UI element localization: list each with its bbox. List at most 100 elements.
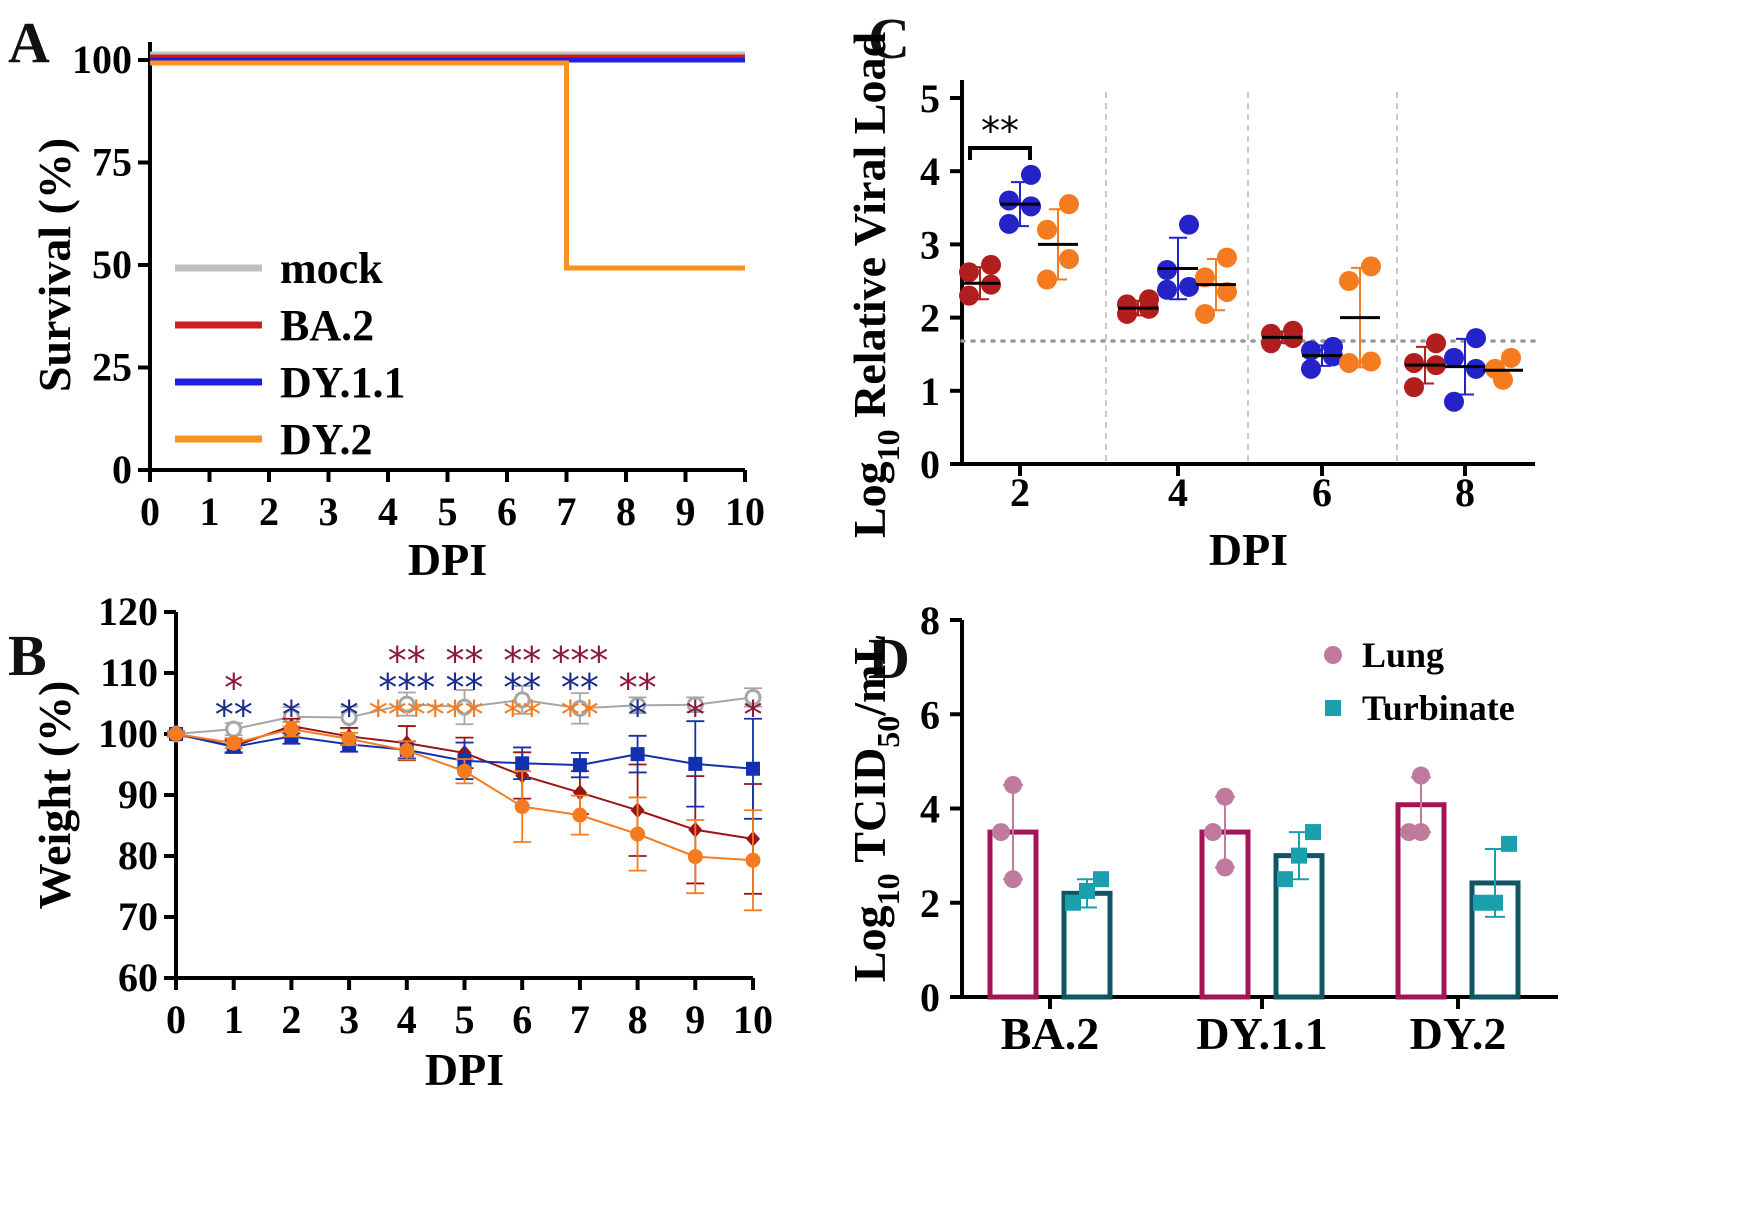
data-point (1179, 276, 1199, 297)
x-tick-label: 6 (497, 489, 517, 534)
legend-marker-lung (1324, 646, 1342, 664)
x-tick-label: 9 (676, 489, 696, 534)
panel-label-d: D (868, 626, 910, 691)
x-tick-label: 5 (455, 997, 475, 1042)
dot-group-DY.1.1 (999, 164, 1041, 234)
data-point (1301, 358, 1321, 379)
significance-stars: ** (503, 693, 541, 737)
y-tick-label: 0 (112, 447, 132, 492)
data-point (398, 695, 416, 713)
x-tick-label: 10 (725, 489, 765, 534)
y-axis-title-log: Log (844, 461, 895, 538)
legend-marker-turbinate (1325, 700, 1341, 716)
data-point (399, 742, 415, 758)
panel-d-tcid50-chart: 0 2 4 6 8 BA.2 DY.1.1 DY.2 Log10 TCID50/mL Lung Tu… (844, 598, 1558, 1059)
data-point (630, 747, 645, 762)
significance-stars: ** (388, 639, 426, 683)
y-tick-label: 0 (920, 442, 940, 487)
data-point (1305, 824, 1321, 841)
y-tick-label: 0 (920, 975, 940, 1020)
data-point (1139, 289, 1159, 310)
y-tick-label: 4 (920, 149, 940, 194)
x-tick-label: 1 (200, 489, 220, 534)
significance-stars: * (628, 693, 647, 737)
data-point (340, 709, 358, 727)
panel-c-viral-load-chart: 0 1 2 3 4 5 2 4 6 8 DPI Log10 Relative Viral Load ** (844, 32, 1537, 575)
x-tick-label: 4 (1168, 470, 1188, 515)
data-point (981, 254, 1001, 275)
x-tick-label: 0 (140, 489, 160, 534)
data-point (1261, 323, 1281, 344)
significance-stars: * (282, 693, 301, 737)
data-point (572, 784, 587, 801)
data-point (1216, 787, 1234, 806)
data-point (457, 763, 472, 779)
y-axis-title-rest: /mL (844, 634, 895, 717)
significance-stars: ** (215, 693, 253, 737)
data-point (1004, 775, 1022, 794)
dot-group-DY.1.1 (1301, 336, 1343, 379)
data-point (1059, 194, 1079, 215)
x-tick-label: 6 (1312, 470, 1332, 515)
y-tick-label: 120 (98, 589, 158, 634)
y-axis-title: Log10 Relative Viral Load (844, 32, 906, 538)
dot-group-BA.2 (1117, 289, 1159, 324)
data-point (1277, 871, 1293, 888)
bar-series-Turbinate (1061, 824, 1521, 1000)
data-point (1217, 281, 1237, 302)
significance-stars: ** (503, 666, 541, 710)
significance-stars: ** (619, 666, 657, 710)
significance-label: ** (981, 109, 1019, 153)
data-point (1283, 320, 1303, 341)
y-tick-label: 25 (92, 345, 132, 390)
significance-bracket (968, 146, 1032, 160)
data-point (1444, 391, 1464, 412)
x-tick-label: 2 (259, 489, 279, 534)
y-tick-label: 8 (920, 598, 940, 643)
data-point (1217, 247, 1237, 268)
data-point (999, 190, 1019, 211)
dot-group-DY.2 (1339, 256, 1381, 373)
panel-b-weight-chart: 60 70 80 90 100 110 120 0 1 2 3 4 5 6 7 8 9 10 DPI Weight (… (29, 589, 773, 1095)
y-tick-label: 110 (100, 650, 158, 695)
significance-stars: * (686, 693, 705, 737)
y-tick-label: 3 (920, 222, 940, 267)
y-axis-title-log: Log (844, 905, 895, 982)
data-point (1323, 336, 1343, 357)
series-DY.2 (167, 720, 762, 912)
x-tick-label: 5 (438, 489, 458, 534)
data-point (1195, 303, 1215, 324)
x-tick-label: 2 (281, 997, 301, 1042)
x-tick-label: 9 (685, 997, 705, 1042)
data-point (1361, 256, 1381, 277)
x-tick-label: 7 (557, 489, 577, 534)
data-point (515, 756, 530, 771)
x-tick-label: 0 (166, 997, 186, 1042)
data-point (1216, 858, 1234, 877)
significance-stars: **** (369, 693, 445, 737)
data-point (630, 826, 646, 842)
y-tick-label: 70 (118, 894, 158, 939)
data-point (1473, 894, 1489, 911)
x-tick-label: 4 (378, 489, 398, 534)
data-point (571, 699, 589, 717)
x-tick-label: 8 (1455, 470, 1475, 515)
significance-stars: * (744, 693, 763, 737)
y-tick-label: 60 (118, 955, 158, 1000)
y-axis-title: Weight (%) (29, 681, 80, 910)
data-point (686, 696, 704, 714)
data-point (1195, 267, 1215, 288)
data-point (1037, 219, 1057, 240)
y-axis-title-subscript: 10 (870, 429, 906, 461)
y-tick-label: 5 (920, 76, 940, 121)
data-point (687, 849, 703, 865)
data-point (959, 285, 979, 306)
data-point (572, 807, 588, 823)
legend-label: Turbinate (1362, 688, 1515, 728)
significance-stars: ** (446, 693, 484, 737)
x-tick-label: 3 (339, 997, 359, 1042)
x-category-label: BA.2 (1001, 1008, 1099, 1059)
data-point (688, 756, 703, 771)
y-tick-label: 75 (92, 140, 132, 185)
